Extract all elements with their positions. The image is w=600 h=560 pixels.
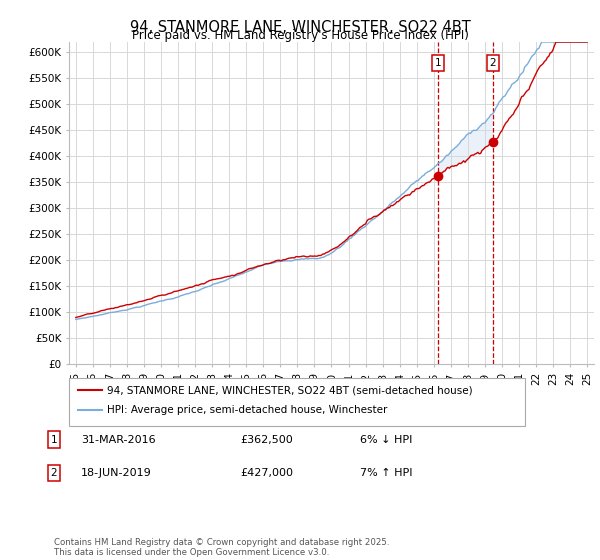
Text: £362,500: £362,500 <box>240 435 293 445</box>
Text: HPI: Average price, semi-detached house, Winchester: HPI: Average price, semi-detached house,… <box>107 405 387 416</box>
Text: 7% ↑ HPI: 7% ↑ HPI <box>360 468 413 478</box>
Text: 18-JUN-2019: 18-JUN-2019 <box>81 468 152 478</box>
Text: 6% ↓ HPI: 6% ↓ HPI <box>360 435 412 445</box>
Text: 1: 1 <box>435 58 442 68</box>
Text: 31-MAR-2016: 31-MAR-2016 <box>81 435 155 445</box>
Text: 2: 2 <box>50 468 58 478</box>
Text: 94, STANMORE LANE, WINCHESTER, SO22 4BT: 94, STANMORE LANE, WINCHESTER, SO22 4BT <box>130 20 470 35</box>
Text: 2: 2 <box>490 58 496 68</box>
Text: Price paid vs. HM Land Registry's House Price Index (HPI): Price paid vs. HM Land Registry's House … <box>131 29 469 42</box>
Text: 94, STANMORE LANE, WINCHESTER, SO22 4BT (semi-detached house): 94, STANMORE LANE, WINCHESTER, SO22 4BT … <box>107 385 472 395</box>
Text: 1: 1 <box>50 435 58 445</box>
Text: Contains HM Land Registry data © Crown copyright and database right 2025.
This d: Contains HM Land Registry data © Crown c… <box>54 538 389 557</box>
Text: £427,000: £427,000 <box>240 468 293 478</box>
